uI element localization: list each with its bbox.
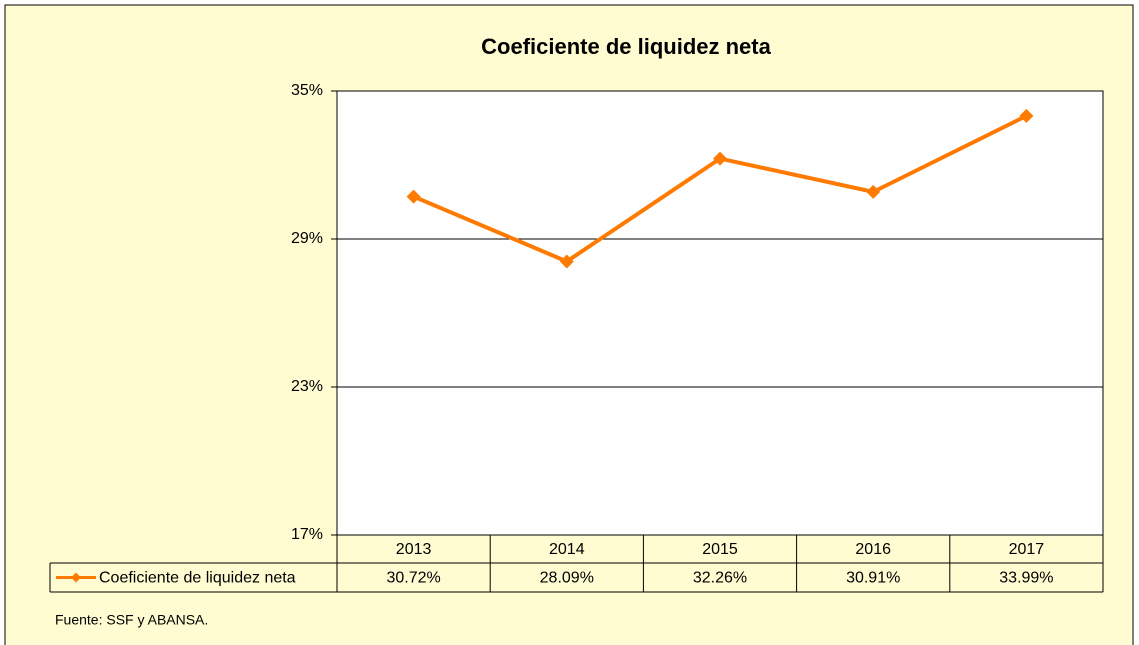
table-value: 30.91% — [846, 570, 900, 587]
table-value: 33.99% — [999, 570, 1053, 587]
data-marker — [866, 184, 881, 199]
x-tick-label: 2013 — [396, 541, 432, 558]
data-marker — [406, 189, 421, 204]
x-tick-label: 2015 — [702, 541, 738, 558]
legend-marker — [71, 572, 81, 583]
source-note: Fuente: SSF y ABANSA. — [55, 612, 208, 628]
y-tick-label: 29% — [291, 230, 323, 247]
y-tick-label: 17% — [291, 526, 323, 543]
table-value: 28.09% — [540, 570, 594, 587]
data-marker — [713, 151, 727, 166]
chart-title: Coeficiente de liquidez neta — [481, 34, 771, 59]
table-value: 32.26% — [693, 570, 747, 587]
x-tick-label: 2016 — [855, 541, 891, 558]
data-marker — [559, 254, 574, 269]
y-tick-label: 35% — [291, 82, 323, 99]
legend-label: Coeficiente de liquidez neta — [99, 570, 296, 587]
table-value: 30.72% — [386, 570, 440, 587]
y-tick-label: 23% — [291, 378, 323, 395]
x-tick-label: 2017 — [1009, 541, 1045, 558]
x-tick-label: 2014 — [549, 541, 585, 558]
data-marker — [1019, 108, 1034, 123]
